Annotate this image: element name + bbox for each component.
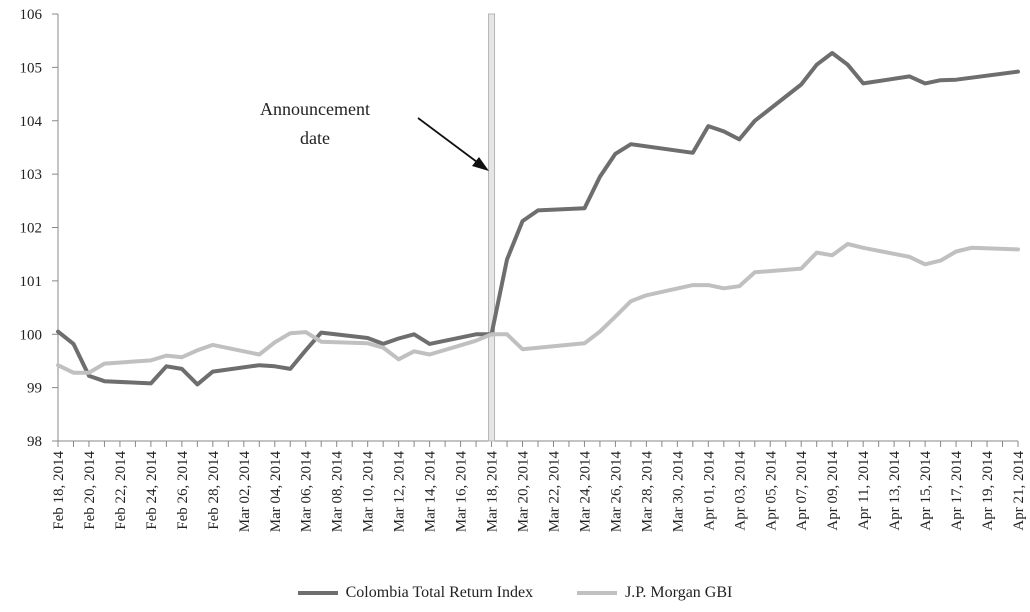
x-tick-label: Apr 15, 2014	[918, 451, 934, 531]
legend-swatch-jpm	[577, 591, 618, 595]
annotation-text-line-2: date	[300, 128, 330, 148]
y-tick-label: 103	[20, 167, 43, 183]
x-tick-label: Mar 18, 2014	[485, 451, 501, 533]
x-tick-label: Apr 13, 2014	[887, 451, 903, 531]
y-tick-label: 105	[20, 60, 43, 76]
legend-swatch-colombia	[297, 591, 338, 595]
annotation-text-line-1: Announcement	[260, 99, 370, 119]
x-tick-label: Mar 12, 2014	[392, 451, 408, 533]
x-tick-label: Apr 07, 2014	[794, 451, 810, 531]
x-tick-label: Mar 02, 2014	[237, 451, 253, 533]
x-tick-label: Apr 05, 2014	[763, 451, 779, 531]
annotation-arrow-head	[472, 157, 489, 171]
x-tick-label: Mar 28, 2014	[639, 451, 655, 533]
x-tick-label: Apr 01, 2014	[701, 451, 717, 531]
x-tick-label: Apr 03, 2014	[732, 451, 748, 531]
x-tick-label: Mar 22, 2014	[546, 451, 562, 533]
legend-item-jpm: J.P. Morgan GBI	[577, 584, 732, 602]
legend: Colombia Total Return Index J.P. Morgan …	[0, 584, 1030, 602]
x-tick-label: Apr 11, 2014	[856, 451, 872, 531]
x-tick-label: Mar 30, 2014	[670, 451, 686, 533]
y-tick-label: 104	[20, 114, 43, 130]
legend-item-colombia: Colombia Total Return Index	[297, 584, 534, 602]
x-tick-label: Feb 20, 2014	[82, 451, 98, 530]
x-tick-label: Feb 18, 2014	[51, 451, 67, 530]
y-tick-label: 101	[20, 274, 43, 290]
x-tick-label: Feb 24, 2014	[144, 451, 160, 530]
series-line-colombia	[56, 51, 1020, 387]
x-tick-label: Mar 26, 2014	[608, 451, 624, 533]
x-tick-label: Apr 19, 2014	[980, 451, 996, 531]
x-tick-label: Feb 26, 2014	[175, 451, 191, 530]
y-tick-label: 100	[20, 327, 43, 343]
annotation-arrow-shaft	[417, 117, 482, 166]
y-tick-label: 98	[27, 434, 42, 450]
announcement-band	[488, 13, 496, 442]
x-tick-label: Mar 08, 2014	[330, 451, 346, 533]
y-tick-label: 102	[20, 221, 43, 237]
legend-label-colombia: Colombia Total Return Index	[345, 584, 534, 601]
x-tick-label: Feb 22, 2014	[113, 451, 129, 530]
y-tick-label: 99	[27, 381, 42, 397]
series-line-jpm	[56, 242, 1020, 375]
x-tick-label: Feb 28, 2014	[206, 451, 222, 530]
x-tick-label: Apr 21, 2014	[1011, 451, 1027, 531]
x-tick-label: Mar 04, 2014	[268, 451, 284, 533]
legend-label-jpm: J.P. Morgan GBI	[625, 584, 733, 601]
x-tick-label: Mar 20, 2014	[516, 451, 532, 533]
x-tick-label: Mar 06, 2014	[299, 451, 315, 533]
x-tick-label: Mar 14, 2014	[423, 451, 439, 533]
x-tick-label: Mar 10, 2014	[361, 451, 377, 533]
x-tick-label: Mar 24, 2014	[577, 451, 593, 533]
x-tick-label: Mar 16, 2014	[454, 451, 470, 533]
y-tick-label: 106	[20, 7, 43, 23]
x-tick-label: Apr 17, 2014	[949, 451, 965, 531]
x-tick-label: Apr 09, 2014	[825, 451, 841, 531]
